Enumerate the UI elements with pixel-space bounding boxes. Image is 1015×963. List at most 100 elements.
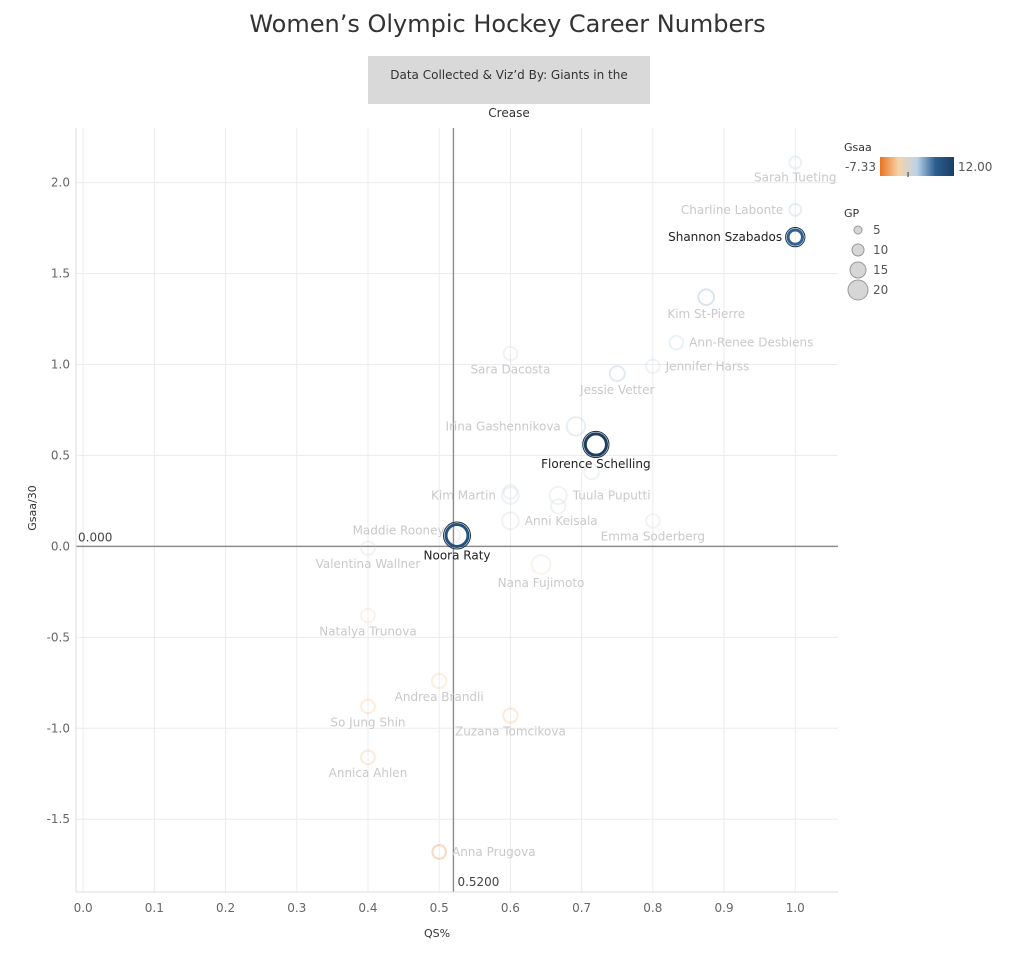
point-label: Zuzana Tomcikova [455,725,566,739]
data-point[interactable] [785,226,806,248]
y-tick-label: 2.0 [51,176,70,190]
y-reference-label: 0.000 [78,530,112,544]
data-point-marker [530,554,552,575]
y-tick-label: 1.5 [51,267,70,281]
data-point[interactable] [502,484,519,500]
x-tick-label: 0.4 [358,901,377,915]
data-point[interactable] [530,554,552,575]
data-point-marker [501,486,520,505]
data-point[interactable] [431,844,447,860]
size-legend-label: 5 [873,223,881,237]
chart-title: Women’s Olympic Hockey Career Numbers [249,10,766,38]
point-label: Annica Ahlen [329,766,408,780]
data-point[interactable] [360,698,376,715]
x-tick-label: 0.7 [572,901,591,915]
data-point-marker [431,672,448,690]
data-point[interactable] [443,521,471,550]
point-label: Andrea Brandli [395,690,484,704]
data-point[interactable] [360,749,376,766]
data-point[interactable] [502,345,519,362]
data-point[interactable] [608,365,626,383]
data-point-marker [565,416,587,437]
point-label: Charline Labonte [681,203,783,217]
data-point[interactable] [548,485,568,506]
data-point-marker [697,288,716,306]
data-point[interactable] [583,463,601,481]
data-point[interactable] [501,486,520,505]
data-point-marker [583,463,601,481]
y-tick-label: 0.5 [51,448,70,462]
point-label: Sarah Tueting [754,171,836,185]
data-point-marker [502,707,519,724]
data-point[interactable] [788,155,803,170]
data-point-marker [645,358,661,375]
data-point[interactable] [431,672,448,690]
data-point[interactable] [360,540,376,557]
data-point[interactable] [502,707,519,724]
data-point-marker [360,540,376,557]
data-point[interactable] [565,416,587,437]
point-label: Kim Martin [431,488,496,502]
point-label: Emma Soderberg [601,530,705,544]
data-point[interactable] [549,498,567,515]
axes: 0.0 0.1 0.2 0.3 0.4 0.5 0.6 0.7 0.8 0.9 1.0 2.0 1.5 1… [26,128,838,940]
y-tick-label: -0.5 [47,630,70,644]
data-point-marker [786,228,804,246]
data-point[interactable] [697,288,716,306]
credit-box: Data Collected & Viz’d By: Giants in the… [368,56,650,120]
points[interactable] [360,155,806,860]
x-tick-label: 0.0 [74,901,93,915]
data-point-marker [360,698,376,715]
size-legend-label: 10 [873,243,888,257]
data-point[interactable] [645,513,661,529]
data-point-marker [788,202,803,217]
y-tick-label: -1.5 [47,812,70,826]
x-axis-title: QS% [424,927,450,940]
x-tick-label: 0.6 [501,901,520,915]
data-point[interactable] [788,202,803,217]
color-legend-max: 12.00 [958,160,992,174]
y-tick-label: 1.0 [51,357,70,371]
point-label: Anni Keisala [525,514,598,528]
point-label: Anna Prugova [452,845,536,859]
point-labels: Sarah Tueting Charline Labonte Kim St-Pier… [316,171,837,859]
point-label: So Jung Shin [330,715,405,729]
color-legend-bar [880,157,954,176]
data-point-marker [502,345,519,362]
point-label: Natalya Trunova [319,624,417,638]
x-tick-label: 0.5 [430,901,449,915]
data-point-marker [645,513,661,529]
point-label: Irina Gashennikova [445,419,560,433]
x-tick-label: 0.9 [715,901,734,915]
data-point-marker [501,511,520,531]
data-point[interactable] [645,358,661,375]
data-point-marker [548,485,568,506]
data-point-halo [443,521,471,550]
point-label: Jennifer Harss [665,359,750,373]
point-label: Ann-Renee Desbiens [689,336,813,350]
data-point[interactable] [668,334,685,351]
point-label: Jessie Vetter [579,383,654,397]
data-point-marker [608,365,626,383]
point-label: Valentina Wallner [316,557,421,571]
point-label: Tuula Puputti [572,488,651,502]
size-legend-label: 20 [873,283,888,297]
size-legend-marker [849,261,867,279]
point-label: Shannon Szabados [668,230,782,244]
point-label: Florence Schelling [541,457,650,471]
data-point-marker [549,498,567,515]
x-tick-label: 1.0 [786,901,805,915]
y-tick-label: -1.0 [47,721,70,735]
size-legend-label: 15 [873,263,888,277]
size-legend-title: GP [844,207,860,220]
x-tick-label: 0.8 [643,901,662,915]
data-point-marker [444,522,470,548]
data-point[interactable] [582,430,610,459]
color-legend-min: -7.33 [845,160,876,174]
data-point[interactable] [360,607,376,624]
data-point-marker [788,155,803,170]
point-label: Noora Raty [424,548,491,562]
data-point[interactable] [501,511,520,531]
point-label: Sara Dacosta [470,362,550,376]
